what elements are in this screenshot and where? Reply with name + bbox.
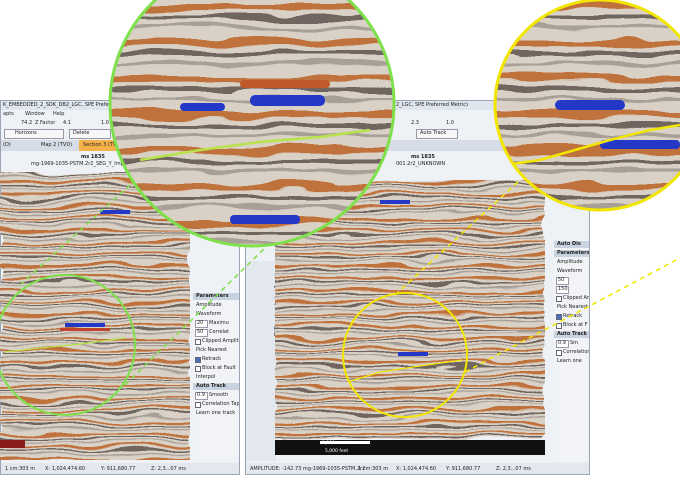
checkbox[interactable] (556, 314, 562, 320)
menu-item[interactable]: Help (53, 111, 65, 117)
toolbar-label: Z Factor (35, 120, 56, 126)
panel-header-label: Auto Dis (557, 241, 581, 247)
status: Y: 911,680.77 (446, 466, 481, 472)
input[interactable] (195, 320, 208, 328)
toolbar-value[interactable]: 1.0 (446, 120, 454, 126)
panel: Auto Dis Parameters Amplitude Waveform 50 150… (554, 241, 590, 461)
lens-large (110, 0, 394, 246)
input-label: Correlat (209, 329, 229, 335)
seismic-left (0, 172, 190, 460)
panel-label: Learn one (557, 358, 582, 364)
active-tab[interactable] (79, 140, 131, 151)
checkbox-label[interactable]: Correlation (563, 349, 590, 355)
panel-label: Interpol (196, 374, 216, 380)
status: Z: 2,3...07 ms (496, 466, 531, 472)
panel-label: Learn one track (196, 410, 236, 416)
tool-strip (246, 261, 276, 461)
toolbar-value[interactable]: 2.3 (411, 120, 419, 126)
checkbox[interactable] (556, 296, 562, 302)
input-label: Maximu (209, 320, 229, 326)
status: Y: 911,680.77 (101, 466, 136, 472)
checkbox-label[interactable]: Block at F (563, 322, 588, 328)
lens-small (342, 292, 468, 418)
panel-header-label: Parameters (557, 250, 590, 256)
lens-small (0, 274, 136, 416)
input[interactable] (556, 286, 569, 294)
input-value[interactable]: 0.9 (197, 392, 205, 398)
panel-header (193, 383, 239, 390)
tab[interactable]: Section 3 (TWT) (83, 142, 123, 148)
checkbox-label[interactable]: Retrack (563, 313, 583, 319)
window-title: 2_LGC, SPE Preferred Metric) (396, 102, 468, 108)
checkbox-label[interactable]: Block at Fault (202, 365, 236, 371)
status: X: 1,024,474.60 (396, 466, 437, 472)
status: 1 cm:303 m (5, 466, 36, 472)
toolbar-value[interactable]: 74.2 (21, 120, 33, 126)
checkbox[interactable] (195, 357, 201, 363)
status: AMPLITUDE: -142.73 mg-1969-1035-PSTM.2r2 (250, 466, 366, 472)
status: 1 cm:303 m (358, 466, 389, 472)
checkbox-label[interactable]: Clipped Ampl (563, 295, 589, 301)
status: X: 1,024,474.60 (45, 466, 86, 472)
input[interactable] (195, 329, 208, 337)
input-value[interactable]: 20 (197, 320, 204, 326)
button-label[interactable]: Delete (73, 130, 90, 136)
panel-header-label: Auto Track (557, 331, 587, 337)
checkbox-label[interactable]: Clipped Amplit (202, 338, 239, 344)
toolbar-value[interactable]: 1.0 (101, 120, 109, 126)
panel-label: Amplitude (557, 259, 583, 265)
input-value[interactable]: 150 (558, 286, 568, 292)
panel-header (554, 331, 589, 338)
tab[interactable]: (D) (3, 142, 11, 148)
panel-header-label: Parameters (196, 293, 229, 299)
panel-label: Waveform (557, 268, 583, 274)
checkbox[interactable] (195, 366, 201, 372)
connectors (19, 179, 680, 386)
scale-label: 1,500 meters (322, 440, 353, 446)
section-line: 001.2r2_UNKNOWN (396, 161, 446, 167)
input[interactable] (556, 340, 569, 348)
button[interactable] (69, 129, 111, 139)
tab[interactable]: Map 2 (TVD) (41, 142, 73, 148)
button[interactable] (4, 129, 64, 139)
panel-label: Pick Nearest (196, 347, 227, 353)
scale-label: 5,000 feet (325, 448, 348, 454)
input-value[interactable]: 50 (558, 277, 565, 283)
button[interactable] (416, 129, 458, 139)
status: Z: 2,3...07 ms (151, 466, 186, 472)
input[interactable] (556, 277, 569, 285)
panel-header-label: Auto Track (196, 383, 226, 389)
panel: Parameters Amplitude Waveform 20 Maximu 50 Cor… (193, 293, 240, 458)
panel-label: Amplitude (196, 302, 222, 308)
checkbox[interactable] (195, 402, 201, 408)
button-label[interactable]: Auto Track (420, 130, 447, 136)
toolbar-value[interactable]: 4.1 (63, 120, 71, 126)
lens-large (495, 0, 680, 210)
section-line: mg-1969-1035-PSTM.2r2_SEG_Y_Impo... (31, 161, 132, 167)
section-time: ms 1835 (81, 154, 105, 160)
panel-header (554, 241, 589, 248)
input[interactable] (195, 392, 208, 400)
panel-label: Waveform (196, 311, 222, 317)
panel-label: Pick Nearest (557, 304, 588, 310)
button-label[interactable]: Horizons (15, 130, 37, 136)
input-value[interactable]: 0.9 (558, 340, 566, 346)
window-title: K_EMBEDDED_2_SDK_DB2_LGC, SPE Preferred … (3, 102, 138, 108)
checkbox-label[interactable]: Correlation Tap (202, 401, 240, 407)
input-value[interactable]: 50 (197, 329, 204, 335)
checkbox[interactable] (556, 323, 562, 329)
checkbox[interactable] (195, 339, 201, 345)
menu-item[interactable]: apts (3, 111, 14, 117)
checkbox-label[interactable]: Retrack (202, 356, 222, 362)
section-time: ms 1835 (411, 154, 435, 160)
input-label: Sm (570, 340, 579, 346)
panel-header (554, 250, 589, 257)
input-label: Smooth (209, 392, 229, 398)
checkbox[interactable] (556, 350, 562, 356)
menu-item[interactable]: Window (25, 111, 45, 117)
